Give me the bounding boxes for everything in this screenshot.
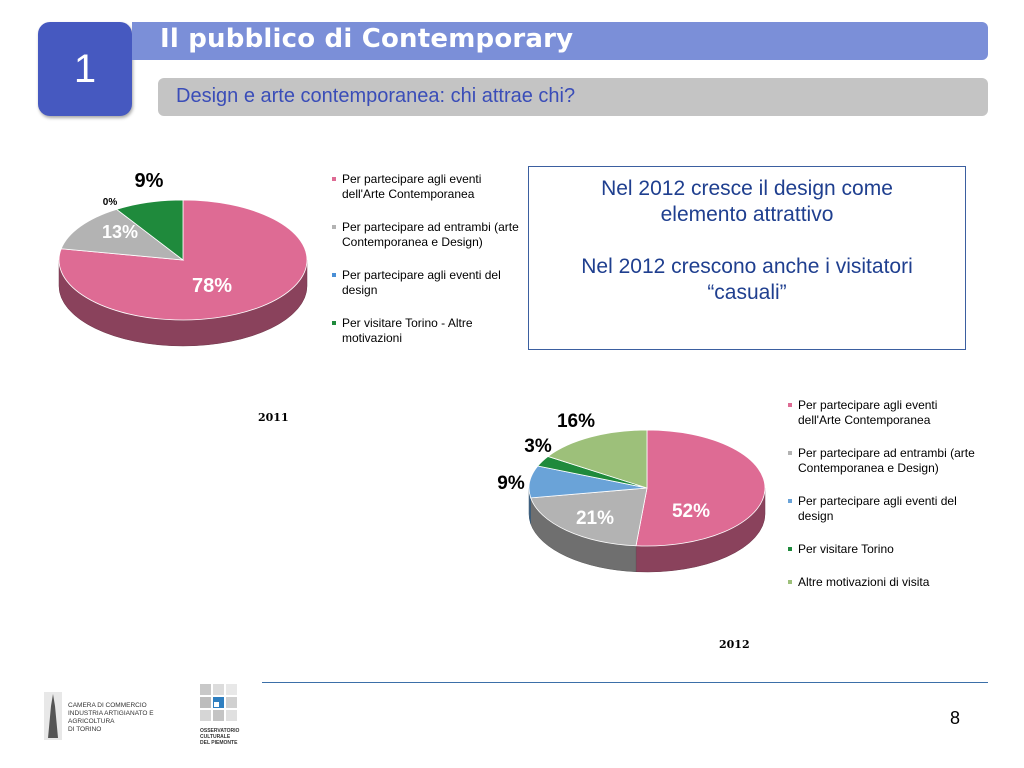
legend-label-1-2: Per partecipare agli eventi del design: [798, 494, 957, 523]
legend-label-1-0: Per partecipare agli eventi dell'Arte Co…: [798, 398, 938, 427]
slide-number-badge: 1: [38, 22, 132, 116]
pie-chart-2011: 78% 13% 0% 9%: [58, 170, 308, 347]
legend-item-0-3: Per visitare Torino - Altre motivazioni: [332, 316, 522, 346]
legend-2011: Per partecipare agli eventi dell'Arte Co…: [332, 172, 522, 364]
pie-label-0-3: 9%: [135, 170, 164, 192]
legend-swatch-0-3: [332, 321, 336, 325]
pie-slice-1-0: [635, 429, 766, 547]
legend-swatch-1-0: [788, 403, 792, 407]
pie-slice-1-1: [530, 487, 648, 547]
chart-year-2012: 2012: [719, 638, 750, 651]
legend-swatch-1-4: [788, 580, 792, 584]
pie-label-1-2: 9%: [497, 473, 525, 494]
page-number: 8: [950, 708, 961, 728]
legend-label-1-3: Per visitare Torino: [798, 542, 894, 556]
legend-item-0-0: Per partecipare agli eventi dell'Arte Co…: [332, 172, 522, 202]
pie-label-1-4: 16%: [557, 411, 595, 432]
slide-title: Il pubblico di Contemporary: [160, 24, 574, 54]
pie-label-1-0: 52%: [672, 501, 710, 522]
legend-label-0-2: Per partecipare agli eventi del design: [342, 268, 501, 297]
legend-swatch-1-2: [788, 499, 792, 503]
slide-subtitle: Design e arte contemporanea: chi attrae …: [176, 85, 576, 107]
mole-antonelliana-icon: [44, 692, 62, 740]
pie-slice-1-4: [547, 429, 648, 489]
slide-number: 1: [73, 46, 97, 91]
pie-label-0-0: 78%: [192, 275, 232, 297]
pie-label-1-3: 3%: [524, 436, 552, 457]
legend-label-0-1: Per partecipare ad entrambi (arte Contem…: [342, 220, 519, 249]
legend-item-1-3: Per visitare Torino: [788, 542, 978, 557]
legend-label-0-3: Per visitare Torino - Altre motivazioni: [342, 316, 473, 345]
legend-item-0-2: Per partecipare agli eventi del design: [332, 268, 522, 298]
pie-label-0-1: 13%: [102, 222, 138, 242]
legend-item-0-1: Per partecipare ad entrambi (arte Contem…: [332, 220, 522, 250]
pie-chart-2012: 52% 21% 9% 3%16%: [497, 411, 766, 573]
legend-item-1-4: Altre motivazioni di visita: [788, 575, 978, 590]
pie-slice-0-1: [60, 208, 185, 261]
pie-slice-0-3: [115, 199, 184, 261]
title-bar: [132, 22, 988, 60]
legend-swatch-1-3: [788, 547, 792, 551]
legend-item-1-2: Per partecipare agli eventi del design: [788, 494, 978, 524]
pie-label-1-1: 21%: [576, 508, 614, 529]
info-line-2: Nel 2012 crescono anche i visitatori “ca…: [581, 255, 913, 304]
osservatorio-grid-icon: [200, 684, 237, 721]
legend-item-1-0: Per partecipare agli eventi dell'Arte Co…: [788, 398, 978, 428]
camera-commercio-logo: CAMERA DI COMMERCIO INDUSTRIA ARTIGIANAT…: [44, 690, 194, 742]
legend-item-1-1: Per partecipare ad entrambi (arte Contem…: [788, 446, 978, 476]
osservatorio-culturale-logo: OSSERVATORIO CULTURALE DEL PIEMONTE: [200, 684, 246, 746]
legend-2012: Per partecipare agli eventi dell'Arte Co…: [788, 398, 978, 608]
legend-label-1-4: Altre motivazioni di visita: [798, 575, 930, 589]
info-box: Nel 2012 cresce il design come elemento …: [528, 166, 966, 350]
logo1-text: CAMERA DI COMMERCIO INDUSTRIA ARTIGIANAT…: [68, 702, 154, 733]
legend-label-1-1: Per partecipare ad entrambi (arte Contem…: [798, 446, 975, 475]
subtitle-bar: [158, 78, 988, 116]
legend-swatch-1-1: [788, 451, 792, 455]
logo2-text: OSSERVATORIO CULTURALE DEL PIEMONTE: [200, 728, 240, 746]
legend-swatch-0-2: [332, 273, 336, 277]
legend-label-0-0: Per partecipare agli eventi dell'Arte Co…: [342, 172, 482, 201]
legend-swatch-0-1: [332, 225, 336, 229]
footer-divider: [262, 682, 988, 683]
chart-year-2011: 2011: [258, 411, 289, 424]
legend-swatch-0-0: [332, 177, 336, 181]
info-line-1: Nel 2012 cresce il design come elemento …: [601, 177, 893, 226]
pie-label-0-2: 0%: [103, 197, 118, 208]
